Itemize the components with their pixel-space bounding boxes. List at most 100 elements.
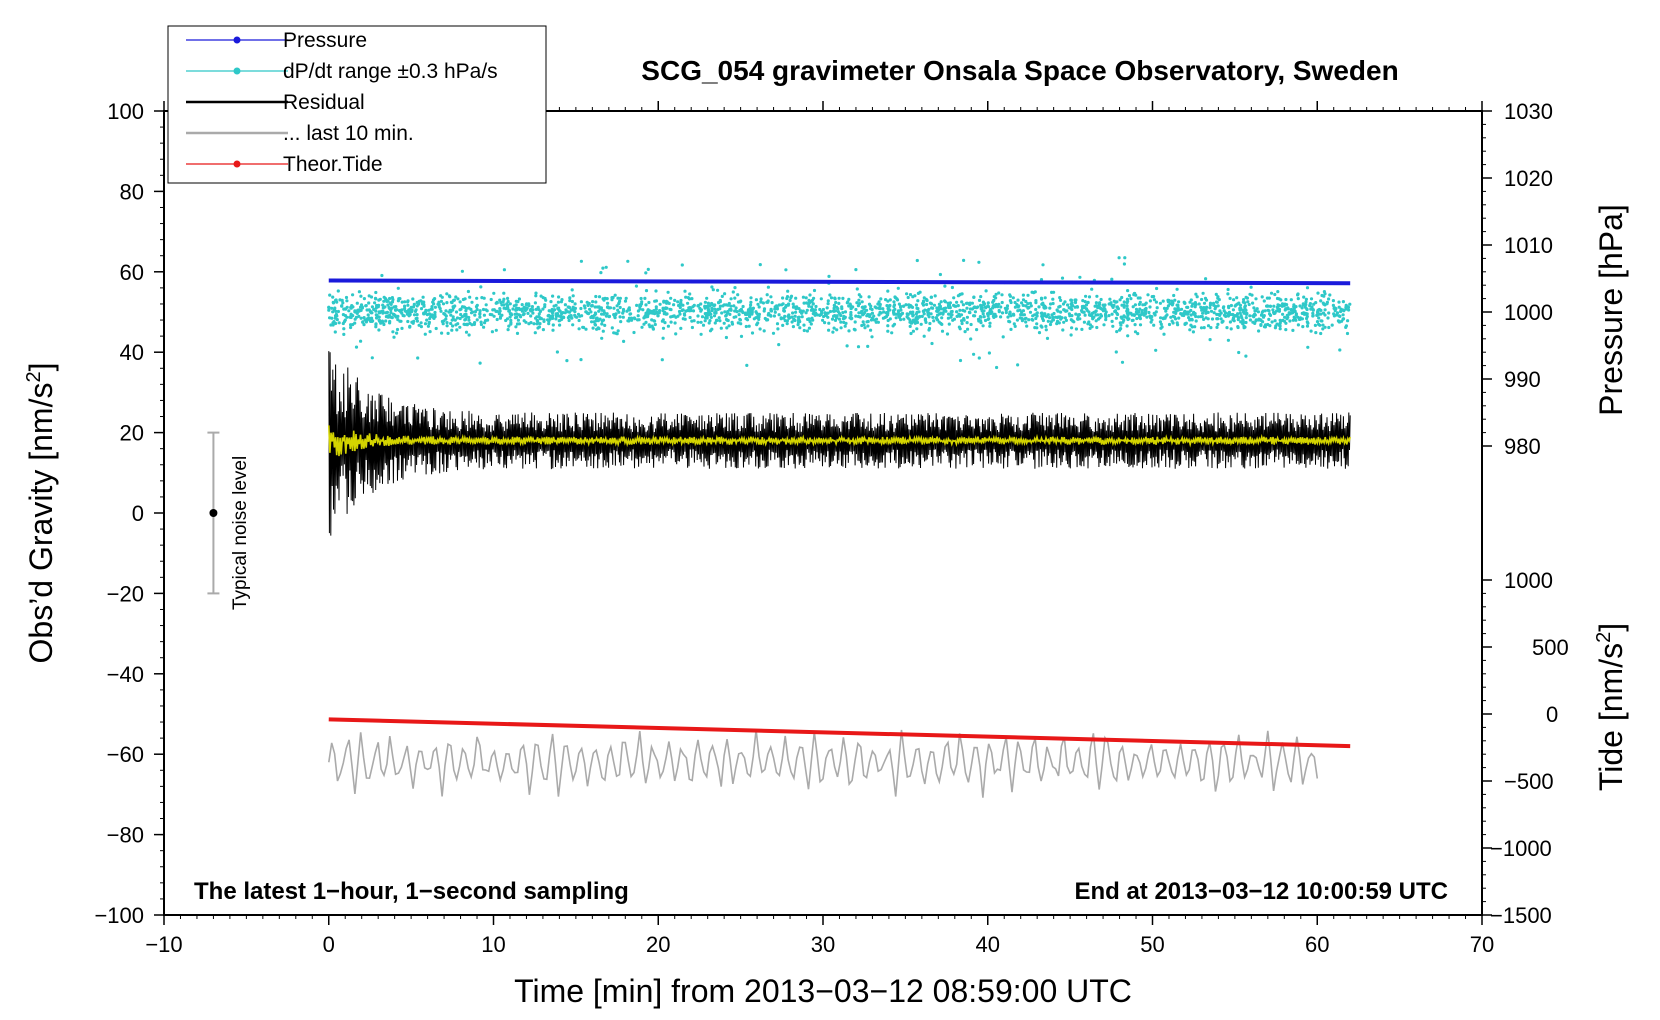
dpdt-point (347, 309, 351, 313)
minor-ticks (160, 107, 1486, 919)
dpdt-point (384, 311, 388, 315)
dpdt-point (963, 309, 967, 313)
dpdt-point (948, 304, 952, 309)
dpdt-point (1051, 301, 1055, 306)
dpdt-point (749, 300, 753, 304)
dpdt-point (1188, 328, 1192, 332)
dpdt-point (800, 315, 804, 319)
dpdt-point (1333, 309, 1337, 313)
dpdt-point (1288, 319, 1292, 323)
dpdt-point (1268, 313, 1273, 317)
dpdt-point (1020, 301, 1024, 305)
dpdt-point (1021, 303, 1025, 307)
dpdt-point (833, 318, 838, 322)
dpdt-point (1302, 312, 1306, 316)
dpdt-point (892, 322, 897, 326)
dpdt-point (492, 314, 496, 318)
dpdt-point (1194, 302, 1198, 307)
dpdt-point (541, 307, 545, 311)
theoretical-tide-line (328, 717, 1351, 749)
dpdt-point (1095, 325, 1099, 330)
dpdt-point (969, 322, 973, 327)
dpdt-point (1200, 297, 1204, 302)
dpdt-point (939, 300, 943, 304)
y-left-axis-title-main: Obs’d Gravity [nm/s (23, 383, 59, 664)
dpdt-point (340, 304, 344, 308)
end-time-annotation: End at 2013−03−12 10:00:59 UTC (1074, 878, 1448, 905)
dpdt-point (933, 294, 937, 298)
dpdt-point (1236, 316, 1241, 320)
dpdt-point (1348, 302, 1352, 306)
dpdt-point (870, 316, 875, 320)
dpdt-point (1137, 302, 1141, 306)
dpdt-point (498, 307, 502, 311)
dpdt-point (1155, 286, 1159, 291)
dpdt-point (502, 303, 506, 307)
dpdt-point (370, 356, 374, 360)
dpdt-point (430, 313, 434, 317)
pressure-tick-label: 1000 (1504, 300, 1553, 325)
tide-tick-label: −500 (1504, 769, 1554, 794)
dpdt-point (506, 296, 510, 300)
dpdt-point (739, 322, 743, 326)
dpdt-point (708, 304, 712, 308)
dpdt-point (950, 313, 954, 317)
dpdt-point (1271, 308, 1275, 312)
y-left-axis-title-end: ] (23, 363, 59, 372)
dpdt-point (1209, 309, 1214, 313)
dpdt-point (412, 302, 416, 306)
dpdt-point (777, 303, 781, 307)
dpdt-point (787, 316, 791, 320)
dpdt-point (823, 321, 827, 325)
dpdt-point (458, 325, 462, 329)
dpdt-point (1249, 285, 1253, 289)
dpdt-point (968, 311, 972, 315)
legend-label: dP/dt range ±0.3 hPa/s (283, 60, 498, 83)
dpdt-point (935, 309, 939, 313)
dpdt-point (762, 329, 766, 333)
dpdt-point (551, 294, 555, 298)
dpdt-point (1118, 321, 1122, 325)
dpdt-point (1185, 305, 1189, 309)
dpdt-point (440, 331, 444, 335)
dpdt-point (940, 329, 945, 333)
dpdt-point (568, 310, 572, 314)
dpdt-point (672, 314, 676, 318)
dpdt-point (950, 285, 955, 290)
dpdt-point (719, 326, 723, 330)
dpdt-point (894, 316, 898, 320)
dpdt-point (1260, 310, 1264, 314)
dpdt-point (909, 331, 913, 336)
dpdt-point (1007, 319, 1011, 323)
dpdt-point (1126, 334, 1130, 338)
dpdt-point (1201, 311, 1205, 315)
dpdt-point (807, 326, 812, 330)
dpdt-point (661, 318, 665, 322)
dpdt-point (878, 302, 882, 307)
dpdt-point (826, 315, 830, 319)
dpdt-point (1185, 311, 1189, 315)
dpdt-point (1305, 286, 1310, 290)
dpdt-point (464, 330, 469, 334)
dpdt-point (1323, 325, 1327, 329)
dpdt-point (334, 309, 338, 313)
dpdt-point (478, 312, 482, 316)
dpdt-point (654, 307, 658, 311)
dpdt-point (1103, 303, 1107, 307)
dpdt-point (1004, 310, 1008, 315)
dpdt-point (973, 314, 977, 318)
dpdt-point (460, 269, 464, 273)
dpdt-point (885, 304, 889, 308)
dpdt-point (448, 295, 452, 299)
dpdt-point (886, 289, 890, 293)
dpdt-point (870, 311, 875, 315)
dpdt-point (1344, 307, 1348, 311)
dpdt-point (922, 334, 926, 338)
dpdt-point (866, 324, 870, 328)
dpdt-point (586, 312, 591, 316)
dpdt-point (458, 316, 462, 321)
dpdt-point (1042, 305, 1046, 309)
dpdt-point (359, 294, 363, 298)
dpdt-point (951, 318, 955, 322)
dpdt-point (1337, 314, 1341, 318)
